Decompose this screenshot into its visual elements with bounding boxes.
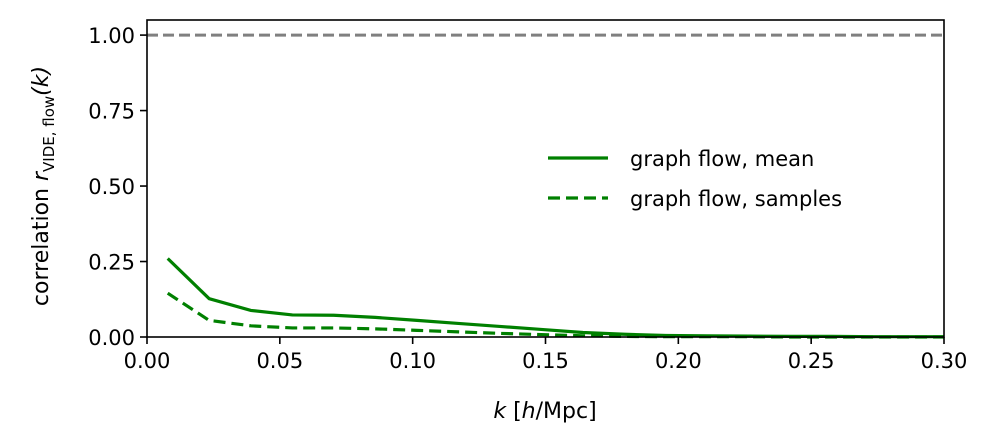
x-tick-label: 0.15 — [522, 349, 569, 373]
legend-label-1: graph flow, samples — [630, 187, 842, 211]
x-tick-label: 0.20 — [655, 349, 702, 373]
y-tick-label: 0.25 — [88, 251, 135, 275]
series-line-1 — [166, 291, 944, 339]
x-tick-label: 0.10 — [389, 349, 436, 373]
x-tick-label: 0.00 — [124, 349, 171, 373]
y-axis-label: correlation rVIDE, flow(k) — [29, 66, 58, 306]
x-axis-label: k [h/Mpc] — [493, 399, 596, 424]
legend-label-0: graph flow, mean — [630, 147, 814, 171]
x-tick-label: 0.30 — [921, 349, 968, 373]
y-tick-label: 0.75 — [88, 100, 135, 124]
y-tick-label: 1.00 — [88, 24, 135, 48]
x-tick-label: 0.25 — [788, 349, 835, 373]
y-tick-label: 0.00 — [88, 326, 135, 350]
y-tick-label: 0.50 — [88, 175, 135, 199]
plot-frame — [146, 19, 945, 338]
x-tick-label: 0.05 — [256, 349, 303, 373]
series-line-0 — [166, 257, 944, 339]
